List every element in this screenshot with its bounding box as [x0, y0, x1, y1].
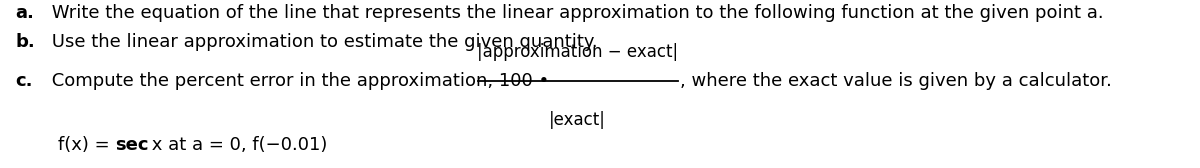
- Text: c.: c.: [16, 72, 34, 90]
- Text: f(x) =: f(x) =: [58, 136, 115, 154]
- Text: , where the exact value is given by a calculator.: , where the exact value is given by a ca…: [680, 72, 1112, 90]
- Text: x at a = 0, f(−0.01): x at a = 0, f(−0.01): [146, 136, 328, 154]
- Text: Compute the percent error in the approximation, 100 •: Compute the percent error in the approxi…: [46, 72, 554, 90]
- Text: |approximation − exact|: |approximation − exact|: [476, 43, 678, 61]
- Text: a.: a.: [16, 4, 35, 22]
- Text: |exact|: |exact|: [548, 111, 606, 129]
- Text: b.: b.: [16, 33, 35, 51]
- Text: sec: sec: [115, 136, 149, 154]
- Text: Write the equation of the line that represents the linear approximation to the f: Write the equation of the line that repr…: [46, 4, 1103, 22]
- Text: Use the linear approximation to estimate the given quantity.: Use the linear approximation to estimate…: [46, 33, 598, 51]
